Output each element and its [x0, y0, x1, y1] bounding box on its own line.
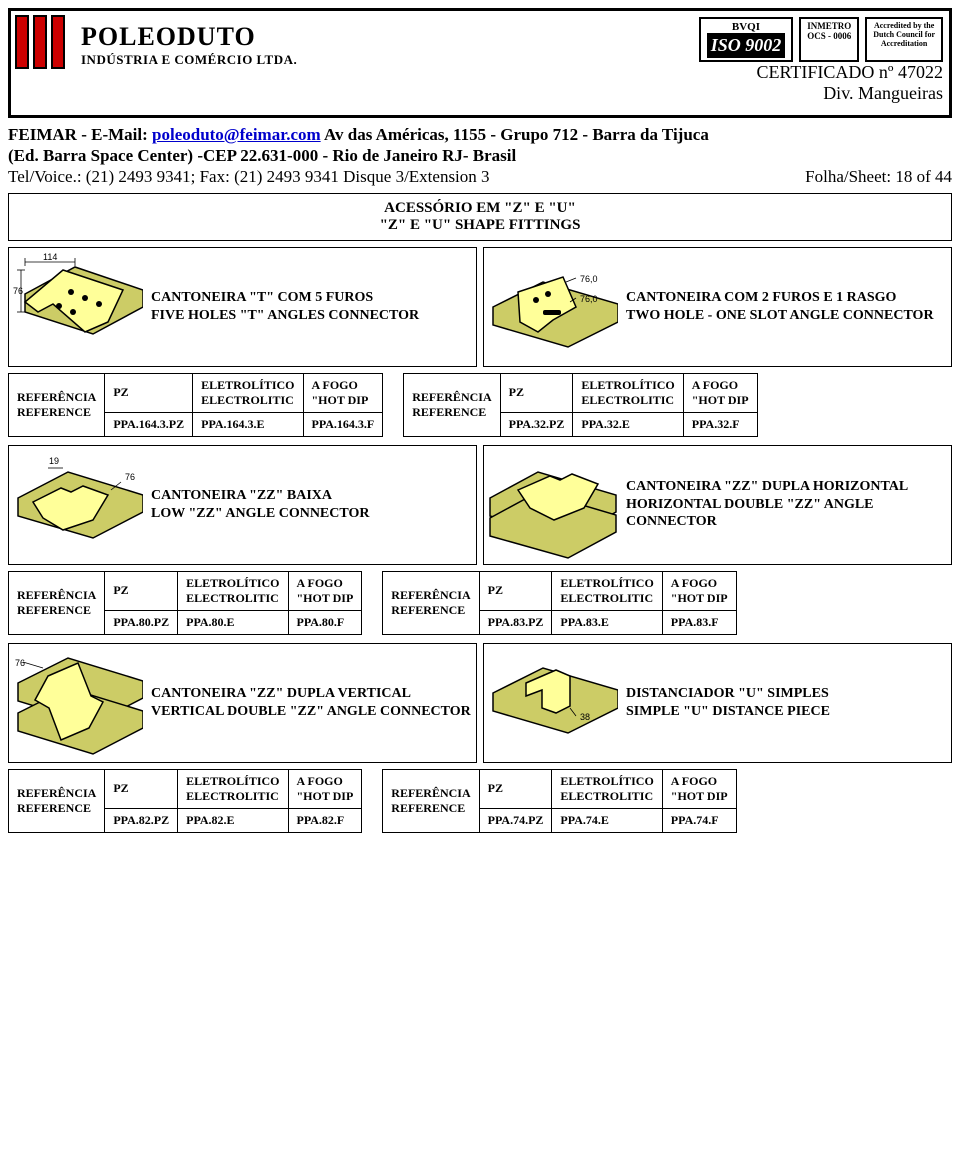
svg-text:38: 38 [580, 712, 590, 722]
tel-sheet-row: Tel/Voice.: (21) 2493 9341; Fax: (21) 24… [8, 167, 952, 187]
ref-table-6: REFERÊNCIAREFERENCE PZ ELETROLÍTICOELECT… [382, 769, 736, 833]
tel-text: Tel/Voice.: (21) 2493 9341; Fax: (21) 24… [8, 167, 490, 187]
accred-badge: Accredited by the Dutch Council for Accr… [865, 17, 943, 62]
item-3: 19 76 CANTONEIRA "ZZ" BAIXA LOW "ZZ" ANG… [8, 445, 477, 565]
item-6: 38 DISTANCIADOR "U" SIMPLES SIMPLE "U" D… [483, 643, 952, 763]
svg-text:76: 76 [15, 658, 25, 668]
ref-table-2: REFERÊNCIAREFERENCE PZ ELETROLÍTICOELECT… [403, 373, 757, 437]
cert-number: CERTIFICADO nº 47022 [699, 62, 943, 83]
ref-table-5: REFERÊNCIAREFERENCE PZ ELETROLÍTICOELECT… [8, 769, 362, 833]
ref-table-3: REFERÊNCIAREFERENCE PZ ELETROLÍTICOELECT… [8, 571, 362, 635]
svg-text:76: 76 [13, 286, 23, 296]
email-link[interactable]: poleoduto@feimar.com [152, 125, 321, 144]
cert-div: Div. Mangueiras [699, 83, 943, 104]
iso-badge: ISO 9002 [707, 33, 786, 58]
inmetro-badge: INMETRO OCS - 0006 [799, 17, 859, 62]
svg-text:76,0: 76,0 [580, 294, 598, 304]
diagram-u-distance: 38 [488, 648, 618, 758]
certifications: BVQI ISO 9002 INMETRO OCS - 0006 Accredi… [699, 17, 943, 104]
svg-text:114: 114 [43, 252, 57, 262]
bvqi-badge: BVQI [707, 21, 786, 33]
svg-text:76,0: 76,0 [580, 274, 598, 284]
diagram-t-bracket: 114 76 [13, 252, 143, 362]
header-box: POLEODUTO INDÚSTRIA E COMÉRCIO LTDA. BVQ… [8, 8, 952, 118]
item-2: 76,0 76,0 CANTONEIRA COM 2 FUROS E 1 RAS… [483, 247, 952, 367]
diagram-zz-low: 19 76 [13, 450, 143, 560]
ref-table-4: REFERÊNCIAREFERENCE PZ ELETROLÍTICOELECT… [382, 571, 736, 635]
ref-table-1: REFERÊNCIAREFERENCE PZ ELETROLÍTICOELECT… [8, 373, 383, 437]
sheet-text: Folha/Sheet: 18 of 44 [805, 167, 952, 187]
item-1: 114 76 CANTONEIRA "T" COM 5 FUROS FIVE H… [8, 247, 477, 367]
svg-text:76: 76 [125, 472, 135, 482]
address-block: FEIMAR - E-Mail: poleoduto@feimar.com Av… [8, 124, 952, 167]
item-5: 76 CANTONEIRA "ZZ" DUPLA VERTICAL VERTIC… [8, 643, 477, 763]
diagram-angle-2holes: 76,0 76,0 [488, 252, 618, 362]
page-title: ACESSÓRIO EM "Z" E "U" "Z" E "U" SHAPE F… [8, 193, 952, 241]
diagram-zz-double-v: 76 [13, 648, 143, 758]
company-name: POLEODUTO [81, 22, 297, 52]
svg-text:19: 19 [49, 456, 59, 466]
logo: POLEODUTO INDÚSTRIA E COMÉRCIO LTDA. [15, 15, 385, 74]
item-4: CANTONEIRA "ZZ" DUPLA HORIZONTAL HORIZON… [483, 445, 952, 565]
diagram-zz-double-h [488, 450, 618, 560]
company-sub: INDÚSTRIA E COMÉRCIO LTDA. [81, 52, 297, 68]
